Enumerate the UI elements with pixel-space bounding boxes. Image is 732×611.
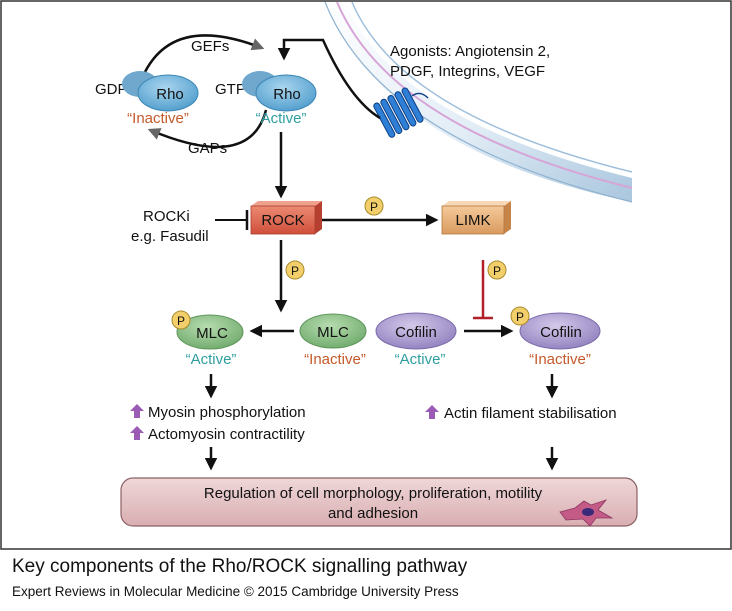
figure-caption-credit: Expert Reviews in Molecular Medicine © 2… (12, 584, 459, 599)
outcome-line1: Regulation of cell morphology, prolifera… (204, 485, 543, 502)
cofilin-active-state: “Active” (395, 351, 446, 368)
effect-myosin: Myosin phosphorylation (148, 404, 306, 421)
mlc-inactive-state: “Inactive” (304, 351, 366, 368)
rho-inactive-state: “Inactive” (127, 110, 189, 127)
mlc-active-state: “Active” (186, 351, 237, 368)
rho-active-state: “Active” (256, 110, 307, 127)
cofilin-active-node: Cofilin (376, 313, 456, 349)
cofilin-active-name: Cofilin (395, 324, 437, 341)
up-arrow-icon (130, 404, 144, 418)
phospho-badge-cofilin-inactive: P (511, 307, 529, 325)
cofilin-inactive-node: Cofilin (520, 313, 600, 349)
limk-node: LIMK (442, 201, 511, 234)
figure-caption-title: Key components of the Rho/ROCK signallin… (12, 556, 467, 578)
phospho-badge-mlc: P (286, 261, 304, 279)
svg-text:P: P (516, 310, 524, 324)
cofilin-inactive-name: Cofilin (540, 324, 582, 341)
cell-membrane (325, 2, 632, 202)
rock-node: ROCK (251, 201, 322, 234)
mlc-inactive-node: MLC (300, 314, 366, 348)
svg-text:P: P (177, 314, 185, 328)
gaps-label: GAPs (188, 140, 227, 157)
gefs-label: GEFs (191, 38, 229, 55)
effect-actin: Actin filament stabilisation (444, 405, 617, 422)
agonists-line2: PDGF, Integrins, VEGF (390, 63, 545, 80)
mlc-inactive-name: MLC (317, 324, 349, 341)
gtp-label: GTP (215, 81, 246, 98)
agonists-line1: Agonists: Angiotensin 2, (390, 43, 550, 60)
mlc-active-name: MLC (196, 325, 228, 342)
rho-inactive-label: Rho (156, 86, 184, 103)
svg-text:P: P (291, 264, 299, 278)
outcome-box: Regulation of cell morphology, prolifera… (121, 478, 637, 526)
rock-label: ROCK (261, 212, 304, 229)
rho-active-label: Rho (273, 86, 301, 103)
cofilin-inactive-state: “Inactive” (529, 351, 591, 368)
rocki-line2: e.g. Fasudil (131, 228, 209, 245)
phospho-badge-limk: P (365, 197, 383, 215)
rho-inactive-node: Rho (122, 71, 198, 111)
svg-text:P: P (370, 200, 378, 214)
svg-text:P: P (493, 264, 501, 278)
up-arrow-icon (130, 426, 144, 440)
rho-active-node: Rho (242, 71, 316, 111)
effect-actomyosin: Actomyosin contractility (148, 426, 305, 443)
up-arrow-icon (425, 405, 439, 419)
limk-label: LIMK (455, 212, 490, 229)
outcome-line2: and adhesion (328, 505, 418, 522)
rocki-line1: ROCKi (143, 208, 190, 225)
phospho-badge-cofilin-path: P (488, 261, 506, 279)
phospho-badge-mlc-active: P (172, 311, 190, 329)
